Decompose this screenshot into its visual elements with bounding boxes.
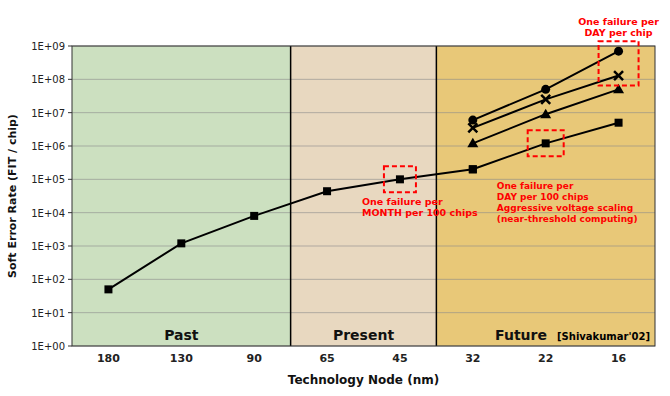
grid-line	[72, 246, 655, 247]
series-line	[108, 169, 472, 289]
marker	[469, 165, 477, 173]
marker	[541, 85, 550, 94]
marker	[468, 123, 477, 132]
highlight-box	[599, 41, 639, 85]
region-label: Present	[333, 327, 394, 343]
grid-line	[72, 112, 655, 113]
tick-mark	[68, 179, 72, 180]
x-axis-label: Technology Node (nm)	[288, 373, 439, 387]
region	[436, 46, 655, 346]
grid-line	[72, 146, 655, 147]
marker	[250, 212, 258, 220]
tick-mark	[68, 79, 72, 80]
tick-label: 1E+06	[31, 141, 65, 152]
data-layer	[104, 47, 624, 294]
marker	[467, 138, 478, 148]
series-line	[473, 89, 619, 143]
tick-label: 1E+00	[31, 341, 65, 352]
tick-label: 1E+04	[31, 208, 65, 219]
y-axis-label: Soft Error Rate (FIT / chip)	[6, 114, 19, 278]
marker	[614, 47, 623, 56]
region-divider	[290, 46, 292, 346]
highlight-box	[528, 130, 564, 156]
citation: [Shivakumar'02]	[557, 331, 650, 342]
tick-label: 16	[611, 352, 627, 365]
marker	[615, 119, 623, 127]
tick-mark	[68, 279, 72, 280]
series-line	[473, 76, 619, 128]
annotation: One failure perDAY per 100 chipsAggressi…	[497, 181, 638, 224]
tick-label: 65	[319, 352, 334, 365]
series-line	[473, 123, 619, 170]
tick-label: 1E+01	[31, 308, 65, 319]
grid-line	[72, 279, 655, 280]
tick-label: 1E+07	[31, 108, 65, 119]
chart: 1E+00 1E+01 1E+02 1E+03 1E+04 1E+05 1E+06 1E+07…	[0, 0, 670, 396]
series-line	[473, 51, 619, 120]
grid-line	[72, 179, 655, 180]
marker	[104, 285, 112, 293]
tick-label: 180	[97, 352, 120, 365]
tick-mark	[68, 312, 72, 313]
marker	[542, 139, 550, 147]
marker	[614, 71, 623, 80]
tick-label: 1E+08	[31, 74, 65, 85]
tick-mark	[68, 146, 72, 147]
plot-frame	[72, 46, 655, 346]
highlight-box	[384, 166, 416, 192]
tick-label: 1E+03	[31, 241, 65, 252]
tick-label: 1E+02	[31, 274, 65, 285]
grid-line	[72, 312, 655, 313]
region-label: Future	[495, 327, 547, 343]
annotation: One failure perDAY per chip	[578, 16, 659, 38]
tick-mark	[68, 46, 72, 47]
region-label: Past	[164, 327, 199, 343]
marker	[323, 187, 331, 195]
tick-mark	[68, 346, 72, 347]
annotation: One failure perMONTH per 100 chips	[362, 196, 478, 218]
tick-label: 22	[538, 352, 553, 365]
tick-label: 90	[247, 352, 263, 365]
tick-label: 1E+09	[31, 41, 65, 52]
tick-mark	[68, 212, 72, 213]
marker	[177, 239, 185, 247]
marker	[396, 175, 404, 183]
tick-mark	[68, 246, 72, 247]
marker	[469, 165, 477, 173]
tick-label: 32	[465, 352, 480, 365]
region	[72, 46, 291, 346]
tick-label: 45	[392, 352, 407, 365]
tick-mark	[68, 112, 72, 113]
tick-label: 130	[170, 352, 193, 365]
marker	[540, 109, 551, 119]
tick-label: 1E+05	[31, 174, 65, 185]
marker	[541, 95, 550, 104]
